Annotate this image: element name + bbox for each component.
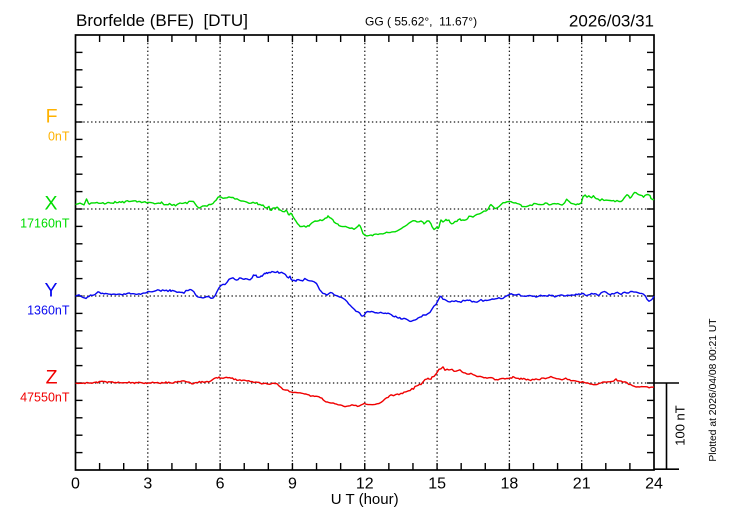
- svg-text:F: F: [46, 106, 58, 128]
- svg-text:Plotted at 2026/04/08 00:21 UT: Plotted at 2026/04/08 00:21 UT: [708, 318, 719, 462]
- svg-text:Brorfelde (BFE) [DTU]: Brorfelde (BFE) [DTU]: [76, 11, 248, 30]
- svg-text:9: 9: [288, 476, 297, 493]
- svg-text:X: X: [44, 193, 57, 215]
- svg-text:100 nT: 100 nT: [673, 405, 688, 446]
- svg-text:1360nT: 1360nT: [27, 304, 70, 318]
- svg-text:2026/03/31: 2026/03/31: [569, 12, 654, 31]
- svg-text:Y: Y: [44, 280, 57, 302]
- svg-text:12: 12: [356, 476, 374, 493]
- svg-text:24: 24: [645, 476, 663, 493]
- svg-text:0nT: 0nT: [48, 130, 70, 144]
- svg-text:18: 18: [501, 476, 519, 493]
- svg-text:U T (hour): U T (hour): [331, 491, 399, 508]
- svg-text:0: 0: [71, 476, 80, 493]
- svg-text:6: 6: [216, 476, 225, 493]
- svg-text:15: 15: [428, 476, 446, 493]
- svg-text:21: 21: [573, 476, 591, 493]
- svg-text:3: 3: [143, 476, 152, 493]
- svg-text:47550nT: 47550nT: [20, 391, 70, 405]
- svg-text:Z: Z: [46, 367, 58, 389]
- svg-text:17160nT: 17160nT: [20, 217, 70, 231]
- svg-text:GG ( 55.62°, 11.67°): GG ( 55.62°, 11.67°): [365, 14, 477, 28]
